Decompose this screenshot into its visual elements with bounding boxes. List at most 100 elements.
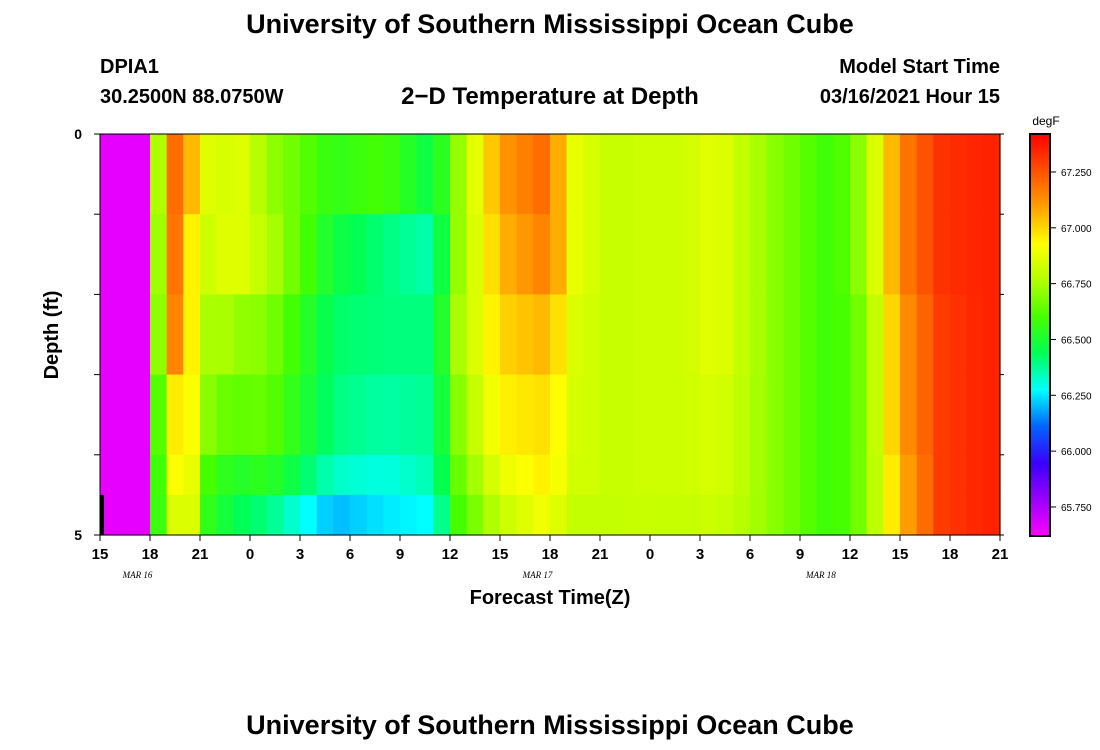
heatmap-cell bbox=[666, 134, 684, 215]
heatmap-cell bbox=[983, 294, 1001, 376]
heatmap-cell bbox=[200, 494, 218, 536]
heatmap-cell bbox=[350, 134, 368, 215]
heatmap-cell bbox=[766, 374, 784, 456]
heatmap-cell bbox=[200, 214, 218, 295]
heatmap-cell bbox=[950, 494, 968, 536]
heatmap-cell bbox=[883, 454, 901, 496]
heatmap-cell bbox=[550, 374, 568, 456]
heatmap-cell bbox=[583, 454, 601, 496]
heatmap-cell bbox=[450, 214, 468, 295]
heatmap-cell bbox=[916, 494, 934, 536]
heatmap-cell bbox=[100, 214, 118, 295]
heatmap-cell bbox=[933, 454, 951, 496]
x-tick-label: 12 bbox=[842, 546, 859, 563]
x-tick-label: 0 bbox=[646, 546, 654, 563]
heatmap-cell bbox=[833, 374, 851, 456]
heatmap-cell bbox=[583, 494, 601, 536]
heatmap-cell bbox=[750, 134, 768, 215]
x-tick-label: 21 bbox=[592, 546, 609, 563]
colorbar-tick-label: 66.250 bbox=[1061, 391, 1092, 402]
heatmap-cell bbox=[550, 294, 568, 376]
heatmap-cell bbox=[866, 134, 884, 215]
heatmap-cell bbox=[400, 454, 418, 496]
heatmap-cell bbox=[566, 454, 584, 496]
heatmap-cell bbox=[666, 214, 684, 295]
date-label: MAR 18 bbox=[805, 570, 836, 580]
heatmap-cell bbox=[866, 214, 884, 295]
heatmap-cell bbox=[233, 214, 251, 295]
heatmap-cell bbox=[350, 374, 368, 456]
heatmap-cell bbox=[983, 454, 1001, 496]
heatmap-cell bbox=[866, 454, 884, 496]
heatmap-cell bbox=[150, 374, 168, 456]
heatmap-cell bbox=[850, 454, 868, 496]
x-tick-label: 18 bbox=[142, 546, 159, 563]
heatmap-cell bbox=[900, 134, 918, 215]
heatmap-cell bbox=[316, 494, 334, 536]
heatmap-cell bbox=[300, 134, 318, 215]
heatmap-cell bbox=[466, 294, 484, 376]
heatmap-cell bbox=[400, 134, 418, 215]
heatmap-cell bbox=[283, 454, 301, 496]
heatmap-cell bbox=[933, 294, 951, 376]
colorbar-unit: degF bbox=[1032, 114, 1059, 128]
heatmap-cell bbox=[150, 134, 168, 215]
heatmap-cell bbox=[883, 134, 901, 215]
x-tick-label: 15 bbox=[92, 546, 109, 563]
station-coordinates: 30.2500N 88.0750W bbox=[100, 86, 284, 108]
heatmap-cell bbox=[366, 294, 384, 376]
heatmap-cell bbox=[850, 374, 868, 456]
heatmap-cell bbox=[516, 134, 534, 215]
heatmap-cell bbox=[650, 214, 668, 295]
heatmap-cell bbox=[366, 454, 384, 496]
heatmap-cell bbox=[216, 294, 234, 376]
heatmap-cell bbox=[683, 454, 701, 496]
heatmap-cell bbox=[616, 374, 634, 456]
heatmap-cell bbox=[133, 134, 151, 215]
heatmap-cell bbox=[350, 214, 368, 295]
heatmap-cell bbox=[283, 294, 301, 376]
x-tick-label: 6 bbox=[346, 546, 354, 563]
heatmap-cell bbox=[650, 454, 668, 496]
heatmap-cell bbox=[616, 494, 634, 536]
heatmap-cell bbox=[550, 494, 568, 536]
heatmap-cell bbox=[800, 134, 818, 215]
heatmap-cell bbox=[800, 374, 818, 456]
heatmap-cell bbox=[283, 494, 301, 536]
heatmap-cell bbox=[616, 214, 634, 295]
heatmap-cell bbox=[416, 134, 434, 215]
x-tick-label: 9 bbox=[396, 546, 404, 563]
heatmap-cell bbox=[566, 214, 584, 295]
colorbar-scale bbox=[1029, 133, 1051, 537]
heatmap-cell bbox=[916, 134, 934, 215]
heatmap-cell bbox=[966, 494, 984, 536]
heatmap-cell bbox=[716, 494, 734, 536]
colorbar-ticks: 67.250 67.000 66.750 66.500 66.250 66.000 65.7… bbox=[1050, 168, 1092, 514]
heatmap-cell bbox=[816, 134, 834, 215]
x-tick-label: 21 bbox=[992, 546, 1009, 563]
heatmap-cell bbox=[766, 134, 784, 215]
heatmap-cell bbox=[533, 134, 551, 215]
heatmap-cell bbox=[500, 134, 518, 215]
heatmap-cell bbox=[350, 294, 368, 376]
heatmap-cell bbox=[250, 294, 268, 376]
heatmap-cell bbox=[100, 374, 118, 456]
heatmap-cell bbox=[750, 294, 768, 376]
heatmap-cell bbox=[533, 374, 551, 456]
x-tick-label: 0 bbox=[246, 546, 254, 563]
heatmap-cell bbox=[800, 214, 818, 295]
heatmap-cell bbox=[533, 214, 551, 295]
heatmap-cell bbox=[100, 134, 118, 215]
heatmap-cell bbox=[666, 374, 684, 456]
heatmap-cell bbox=[350, 494, 368, 536]
heatmap-cell bbox=[716, 454, 734, 496]
heatmap-cell bbox=[700, 454, 718, 496]
colorbar: degF 67.250 67.000 66.750 66.500 66.250 66.00… bbox=[1029, 114, 1092, 537]
heatmap-cell bbox=[866, 494, 884, 536]
heatmap-cell bbox=[133, 374, 151, 456]
heatmap-cell bbox=[983, 134, 1001, 215]
heatmap-cell bbox=[850, 494, 868, 536]
heatmap-cell bbox=[933, 494, 951, 536]
heatmap-cell bbox=[300, 454, 318, 496]
heatmap-cell bbox=[700, 494, 718, 536]
